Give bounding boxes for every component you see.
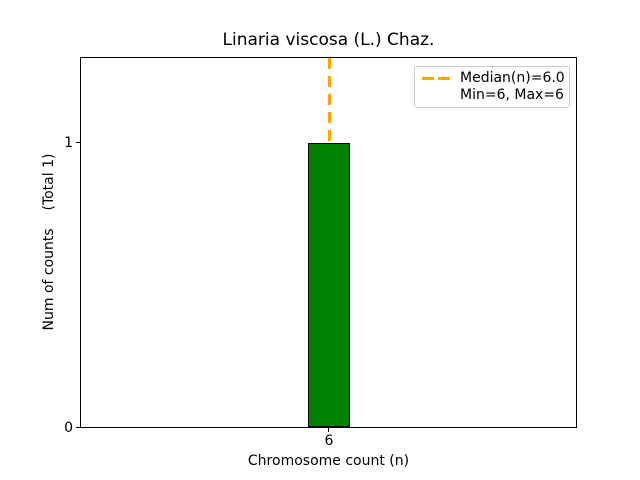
plot-area xyxy=(80,57,577,428)
y-tick-mark-0 xyxy=(76,427,80,428)
x-tick-mark-6 xyxy=(328,428,329,432)
legend-empty-handle xyxy=(422,94,450,97)
legend-dash-handle xyxy=(422,77,450,80)
legend: Median(n)=6.0 Min=6, Max=6 xyxy=(414,66,570,108)
y-tick-label-0: 0 xyxy=(64,420,73,436)
y-tick-label-1: 1 xyxy=(64,135,73,151)
x-axis-label: Chromosome count (n) xyxy=(247,453,410,469)
legend-label-median: Median(n)=6.0 xyxy=(460,70,565,86)
x-tick-label-6: 6 xyxy=(324,433,334,449)
y-tick-mark-1 xyxy=(76,142,80,143)
chart-title: Linaria viscosa (L.) Chaz. xyxy=(222,30,435,50)
y-axis-label: Num of counts (Total 1) xyxy=(41,153,57,331)
legend-row: Median(n)=6.0 xyxy=(422,70,565,87)
legend-row: Min=6, Max=6 xyxy=(422,87,564,104)
bar xyxy=(308,143,350,427)
legend-label-minmax: Min=6, Max=6 xyxy=(460,87,564,103)
